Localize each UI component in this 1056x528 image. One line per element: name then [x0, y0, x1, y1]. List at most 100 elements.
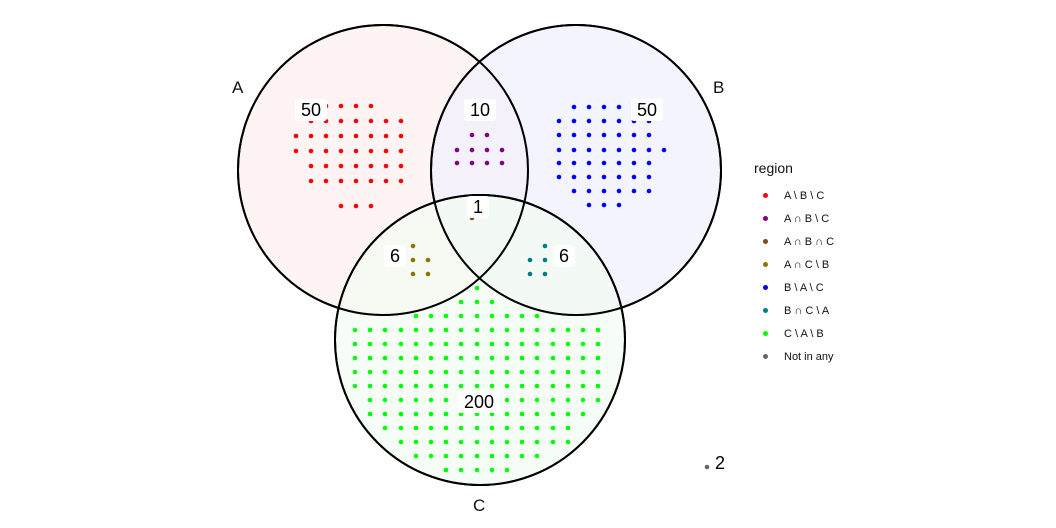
region-point [489, 369, 495, 375]
region-point [519, 327, 525, 333]
region-point [586, 104, 592, 110]
region-count: 50 [631, 99, 663, 121]
legend-item: A \ B \ C [754, 184, 834, 207]
region-point [474, 327, 480, 333]
region-point [367, 327, 373, 333]
region-point [398, 383, 404, 389]
region-point [367, 341, 373, 347]
region-point [565, 439, 571, 445]
region-point [458, 383, 464, 389]
region-point [571, 160, 577, 166]
region-point [580, 341, 586, 347]
region-point [443, 397, 449, 403]
region-point [413, 313, 419, 319]
region-point [534, 355, 540, 361]
region-point [519, 453, 525, 459]
region-point [383, 163, 389, 169]
region-point [368, 178, 374, 184]
region-point [398, 133, 404, 139]
region-point [631, 174, 637, 180]
region-point [565, 425, 571, 431]
region-point [458, 313, 464, 319]
region-point [499, 160, 505, 166]
region-point [474, 369, 480, 375]
region-point [595, 341, 601, 347]
region-point [631, 132, 637, 138]
region-point [616, 160, 622, 166]
region-point [398, 341, 404, 347]
region-point [601, 188, 607, 194]
region-point [413, 453, 419, 459]
legend-label: A ∩ C \ B [784, 258, 830, 271]
region-point [338, 148, 344, 154]
region-point [367, 355, 373, 361]
region-point [550, 327, 556, 333]
region-count-background [384, 245, 406, 267]
region-point [519, 383, 525, 389]
region-count-background [464, 99, 496, 121]
region-point [338, 133, 344, 139]
region-point [338, 118, 344, 124]
region-point [616, 202, 622, 208]
region-count-label: 1 [473, 197, 483, 217]
region-point [534, 313, 540, 319]
region-point [398, 355, 404, 361]
set-c-label: C [473, 496, 485, 515]
region-point [601, 202, 607, 208]
region-point [469, 132, 475, 138]
region-point [571, 174, 577, 180]
region-point [504, 467, 510, 473]
region-point [352, 355, 358, 361]
region-point [443, 467, 449, 473]
region-point [458, 341, 464, 347]
region-point [382, 397, 388, 403]
region-point [504, 383, 510, 389]
legend-label: C \ A \ B [784, 327, 824, 340]
region-point [382, 369, 388, 375]
region-point [398, 369, 404, 375]
region-point [338, 203, 344, 209]
region-point [484, 160, 490, 166]
region-point [443, 313, 449, 319]
region-point [353, 148, 359, 154]
region-point [571, 104, 577, 110]
region-point [323, 178, 329, 184]
region-point [368, 148, 374, 154]
region-point [443, 411, 449, 417]
region-point [413, 341, 419, 347]
region-point [646, 132, 652, 138]
region-point [580, 369, 586, 375]
legend-swatch [763, 331, 768, 336]
region-point [353, 118, 359, 124]
region-point [586, 132, 592, 138]
region-point [382, 425, 388, 431]
region-point [413, 383, 419, 389]
legend-swatch [763, 285, 768, 290]
region-point [595, 397, 601, 403]
region-point [586, 174, 592, 180]
legend-label: Not in any [784, 350, 834, 363]
region-point [504, 369, 510, 375]
region-point [368, 118, 374, 124]
region-point [489, 355, 495, 361]
legend-label: A ∩ B ∩ C [784, 235, 835, 248]
region-point [308, 178, 314, 184]
region-point [474, 383, 480, 389]
region-count: 200 [458, 391, 500, 413]
region-count-background [631, 99, 663, 121]
region-point [580, 411, 586, 417]
region-point [413, 369, 419, 375]
region-point [474, 453, 480, 459]
region-point [704, 464, 710, 470]
region-point [534, 383, 540, 389]
region-point [323, 133, 329, 139]
region-point [616, 132, 622, 138]
region-point [474, 425, 480, 431]
region-point [534, 397, 540, 403]
region-point [616, 174, 622, 180]
region-point [534, 439, 540, 445]
legend-label: B ∩ C \ A [784, 304, 830, 317]
region-count-background [295, 99, 327, 121]
region-point [556, 160, 562, 166]
region-point [382, 383, 388, 389]
